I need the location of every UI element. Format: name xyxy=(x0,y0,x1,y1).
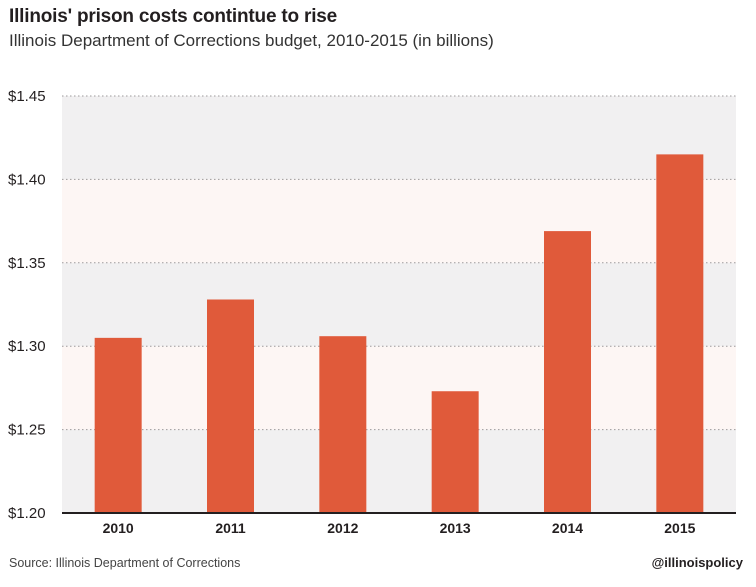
background-band xyxy=(62,429,736,513)
y-tick-label: $1.45 xyxy=(8,88,46,105)
background-band xyxy=(62,96,736,180)
bar-2011 xyxy=(207,299,254,513)
x-tick-label: 2010 xyxy=(103,520,134,536)
chart-title: Illinois' prison costs contintue to rise xyxy=(9,6,338,27)
bar-2014 xyxy=(544,231,591,513)
bar-2013 xyxy=(431,391,479,513)
y-axis-tick-labels: $1.20 $1.25 $1.30 $1.35 $1.40 $1.45 xyxy=(8,88,46,522)
source-note: Source: Illinois Department of Correctio… xyxy=(9,556,241,570)
background-bands xyxy=(62,96,736,513)
bar-2010 xyxy=(94,337,142,513)
background-band xyxy=(62,179,736,263)
background-band xyxy=(62,346,736,430)
chart-subtitle: Illinois Department of Corrections budge… xyxy=(9,31,494,50)
x-axis-tick-labels: 2010 2011 2012 2013 2014 2015 xyxy=(103,520,696,536)
bar-2012 xyxy=(319,336,367,513)
social-handle: @illinoispolicy xyxy=(651,555,743,570)
background-band xyxy=(62,262,736,347)
x-tick-label: 2011 xyxy=(215,520,246,536)
y-tick-label: $1.35 xyxy=(8,255,46,272)
y-tick-label: $1.25 xyxy=(8,422,46,439)
gridlines xyxy=(62,95,736,431)
y-tick-label: $1.30 xyxy=(8,338,46,355)
x-tick-label: 2012 xyxy=(327,520,358,536)
y-tick-label: $1.40 xyxy=(8,171,46,188)
x-tick-label: 2015 xyxy=(664,520,695,536)
x-tick-label: 2013 xyxy=(440,520,471,536)
bar-2015 xyxy=(656,154,704,513)
bars xyxy=(94,154,704,513)
x-tick-label: 2014 xyxy=(552,520,583,536)
y-tick-label: $1.20 xyxy=(8,505,46,522)
